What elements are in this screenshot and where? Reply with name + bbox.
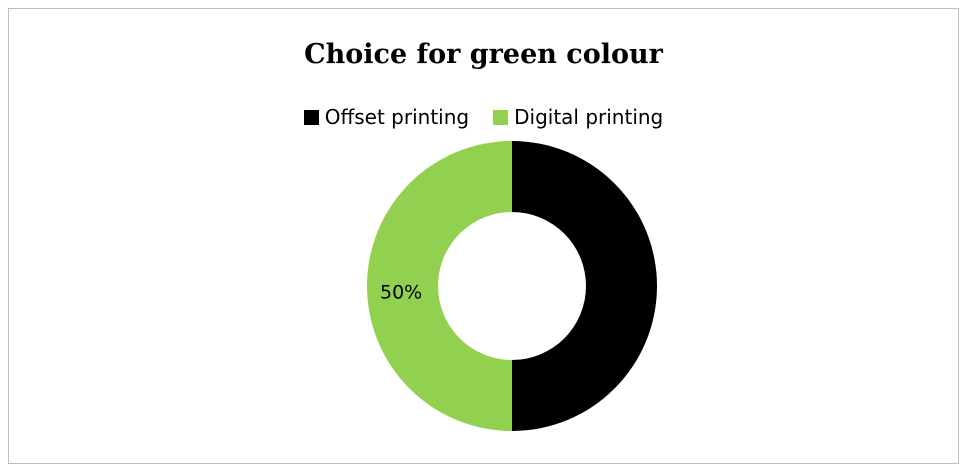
chart-title: Choice for green colour xyxy=(304,39,663,70)
chart-frame: Choice for green colour Offset printing … xyxy=(8,8,959,464)
data-label-digital-printing: 50% xyxy=(380,282,422,304)
slice-offset-printing xyxy=(512,141,657,431)
legend-label-offset-printing: Offset printing xyxy=(324,105,470,129)
legend-swatch-digital-printing xyxy=(493,109,509,125)
slice-digital-printing xyxy=(367,141,512,431)
donut-chart: 50% xyxy=(367,141,657,431)
legend-swatch-offset-printing xyxy=(303,109,319,125)
donut-slices xyxy=(367,141,657,431)
legend-item-offset-printing: Offset printing xyxy=(303,105,470,129)
legend-label-digital-printing: Digital printing xyxy=(514,105,664,129)
chart-legend: Offset printing Digital printing xyxy=(9,105,958,129)
legend-item-digital-printing: Digital printing xyxy=(493,105,663,129)
